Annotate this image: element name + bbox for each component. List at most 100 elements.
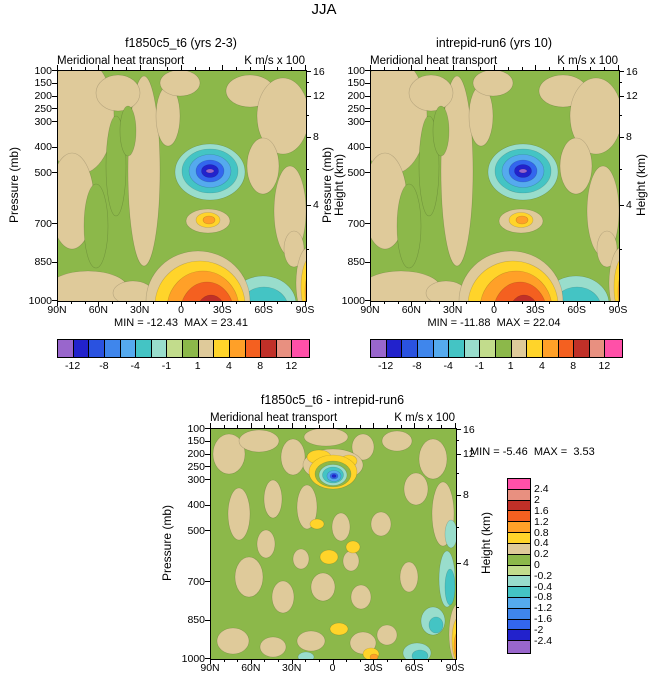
colorbar-tick-label: 2 xyxy=(534,494,540,507)
pressure-tick-label: 1000 xyxy=(181,652,205,665)
height-minor-tick-mark xyxy=(619,114,622,116)
latitude-tick-mark xyxy=(70,67,72,70)
latitude-tick-mark xyxy=(139,301,141,306)
latitude-tick-mark xyxy=(57,301,58,306)
colorbar-tick-label: -4 xyxy=(130,360,140,372)
height-axis-title-top-right: Height (km) xyxy=(634,153,648,217)
height-tick-label: 8 xyxy=(463,489,469,502)
latitude-tick-mark xyxy=(494,301,495,306)
latitude-tick-mark xyxy=(250,659,252,664)
latitude-tick-mark xyxy=(441,425,443,428)
units-label-top-right: K m/s x 100 xyxy=(557,55,618,67)
colorbar-tick-label: 0 xyxy=(534,559,540,571)
colorbar-tick-label: -1.6 xyxy=(534,613,553,626)
colorbar-tick-label: -1.2 xyxy=(534,602,553,615)
pressure-tick-mark xyxy=(52,108,57,110)
pressure-tick-mark xyxy=(205,440,210,442)
latitude-tick-label: 90S xyxy=(295,304,315,316)
pressure-tick-label: 400 xyxy=(34,141,52,154)
height-axis-title-diff: Height (km) xyxy=(479,511,493,575)
latitude-tick-mark xyxy=(264,659,266,662)
colorbar-tick-label: -4 xyxy=(443,360,453,372)
latitude-tick-mark xyxy=(332,659,334,664)
height-minor-tick-mark xyxy=(306,249,309,251)
latitude-tick-label: 90N xyxy=(360,304,380,316)
latitude-tick-mark xyxy=(425,301,427,304)
latitude-tick-mark xyxy=(278,425,280,428)
pressure-tick-mark xyxy=(52,261,57,263)
latitude-tick-mark xyxy=(386,425,388,428)
pressure-tick-mark xyxy=(205,658,210,659)
latitude-tick-mark xyxy=(57,65,58,70)
latitude-tick-mark xyxy=(373,423,375,428)
latitude-tick-mark xyxy=(84,301,86,304)
pressure-tick-mark xyxy=(52,300,57,301)
latitude-tick-label: 60S xyxy=(254,304,273,316)
pressure-tick-mark xyxy=(365,146,370,148)
latitude-tick-mark xyxy=(222,65,224,70)
latitude-tick-mark xyxy=(181,65,182,70)
height-minor-tick-mark xyxy=(456,607,459,609)
latitude-tick-mark xyxy=(210,659,211,664)
latitude-tick-mark xyxy=(400,425,402,428)
height-tick-label: 8 xyxy=(313,131,319,144)
pressure-tick-label: 100 xyxy=(187,422,205,435)
latitude-tick-mark xyxy=(397,301,399,304)
latitude-tick-mark xyxy=(535,301,537,306)
pressure-tick-label: 700 xyxy=(187,575,205,588)
pressure-tick-mark xyxy=(205,428,210,429)
colorbar-tick-label: -0.4 xyxy=(534,580,553,593)
latitude-tick-label: 60N xyxy=(88,304,108,316)
colorbar-tick-label: 0.8 xyxy=(534,526,549,539)
latitude-tick-mark xyxy=(84,67,86,70)
latitude-tick-mark xyxy=(397,67,399,70)
contour-field-top-left xyxy=(58,71,306,301)
pressure-tick-mark xyxy=(52,82,57,84)
pressure-tick-label: 850 xyxy=(34,256,52,269)
pressure-tick-label: 500 xyxy=(34,166,52,179)
height-minor-tick-mark xyxy=(456,526,459,528)
height-minor-tick-mark xyxy=(306,168,309,170)
colorbar-tick-label: 4 xyxy=(538,360,545,372)
latitude-tick-mark xyxy=(549,301,551,304)
height-tick-label: 4 xyxy=(313,199,319,212)
latitude-tick-mark xyxy=(455,423,456,428)
height-tick-mark xyxy=(306,71,311,73)
colorbar-tick-label: 2.4 xyxy=(534,483,549,496)
colorbar-segment xyxy=(507,640,531,654)
latitude-tick-mark xyxy=(181,301,182,306)
height-tick-mark xyxy=(456,429,461,431)
latitude-tick-mark xyxy=(223,659,225,662)
pressure-tick-label: 200 xyxy=(34,90,52,103)
latitude-tick-label: 60S xyxy=(567,304,586,316)
height-tick-label: 4 xyxy=(463,557,469,570)
pressure-axis-title-diff: Pressure (mb) xyxy=(160,504,174,582)
colorbar-tick-label: 12 xyxy=(598,360,611,372)
latitude-tick-mark xyxy=(480,67,482,70)
latitude-tick-mark xyxy=(521,67,523,70)
latitude-tick-mark xyxy=(305,425,307,428)
latitude-tick-mark xyxy=(305,659,307,662)
colorbar-tick-label: -12 xyxy=(65,360,81,372)
height-tick-mark xyxy=(619,136,624,138)
height-tick-label: 16 xyxy=(313,65,325,78)
latitude-tick-mark xyxy=(452,65,454,70)
panel-title-top-right: intrepid-run6 (yrs 10) xyxy=(435,36,552,50)
latitude-tick-mark xyxy=(332,423,334,428)
pressure-tick-mark xyxy=(52,95,57,97)
latitude-tick-mark xyxy=(278,659,280,662)
latitude-tick-mark xyxy=(386,659,388,662)
colorbar-tick-label: -1 xyxy=(474,360,485,372)
latitude-tick-mark xyxy=(305,65,306,70)
latitude-tick-mark xyxy=(521,301,523,304)
latitude-tick-mark xyxy=(452,301,454,306)
latitude-tick-mark xyxy=(411,301,413,306)
latitude-tick-mark xyxy=(318,425,320,428)
latitude-tick-label: 30S xyxy=(212,304,232,316)
latitude-tick-mark xyxy=(507,301,509,304)
latitude-tick-mark xyxy=(237,659,239,662)
pressure-tick-label: 150 xyxy=(34,77,52,90)
latitude-tick-mark xyxy=(249,301,251,304)
colorbar-tick-label: -8 xyxy=(412,360,422,372)
latitude-tick-mark xyxy=(291,301,293,304)
